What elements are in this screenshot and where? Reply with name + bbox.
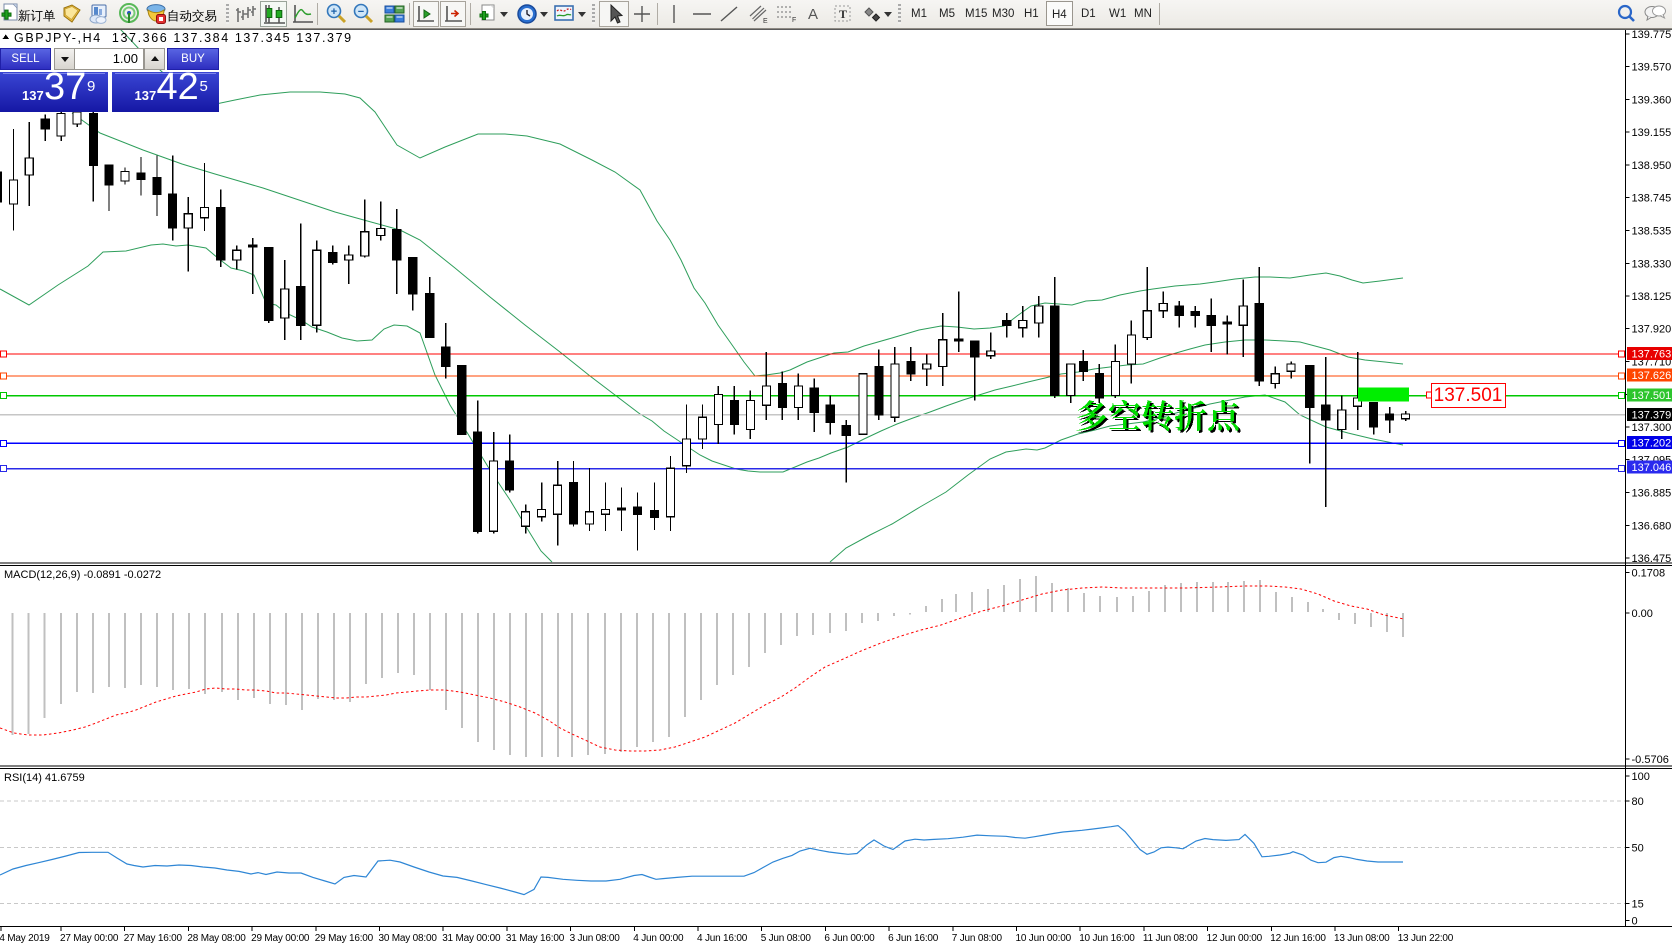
svg-text:139.775: 139.775 — [1632, 29, 1672, 41]
svg-text:11 Jun 08:00: 11 Jun 08:00 — [1143, 933, 1198, 944]
svg-text:4 Jun 16:00: 4 Jun 16:00 — [697, 933, 748, 944]
svg-text:137.501: 137.501 — [1632, 390, 1672, 402]
svg-text:7 Jun 08:00: 7 Jun 08:00 — [952, 933, 1003, 944]
svg-text:139.360: 139.360 — [1632, 95, 1672, 107]
svg-text:E: E — [763, 18, 768, 25]
svg-text:F: F — [792, 17, 796, 24]
svg-text:138.330: 138.330 — [1632, 258, 1672, 270]
svg-text:12 Jun 00:00: 12 Jun 00:00 — [1207, 933, 1263, 944]
svg-text:137.300: 137.300 — [1632, 422, 1672, 434]
svg-text:T: T — [839, 7, 847, 21]
svg-text:29 May 16:00: 29 May 16:00 — [315, 933, 374, 944]
svg-text:100: 100 — [1632, 771, 1650, 783]
svg-text:10 Jun 00:00: 10 Jun 00:00 — [1016, 933, 1072, 944]
svg-text:12 Jun 16:00: 12 Jun 16:00 — [1270, 933, 1326, 944]
svg-text:15: 15 — [1632, 899, 1644, 911]
svg-text:5 Jun 08:00: 5 Jun 08:00 — [761, 933, 812, 944]
svg-text:GBPJPY-,H4 137.366 137.384 13: GBPJPY-,H4 137.366 137.384 137.345 137.3… — [14, 31, 353, 45]
svg-text:0.00: 0.00 — [1632, 608, 1653, 620]
svg-text:6 Jun 16:00: 6 Jun 16:00 — [888, 933, 939, 944]
svg-text:27 May 00:00: 27 May 00:00 — [60, 933, 119, 944]
svg-text:13 Jun 08:00: 13 Jun 08:00 — [1334, 933, 1390, 944]
svg-text:24 May 2019: 24 May 2019 — [0, 933, 50, 944]
svg-text:RSI(14) 41.6759: RSI(14) 41.6759 — [4, 772, 85, 784]
svg-text:6 Jun 00:00: 6 Jun 00:00 — [824, 933, 875, 944]
svg-text:137.501: 137.501 — [1434, 385, 1503, 406]
svg-text:30 May 08:00: 30 May 08:00 — [379, 933, 438, 944]
svg-text:139.570: 139.570 — [1632, 61, 1672, 73]
svg-text:0.1708: 0.1708 — [1632, 568, 1666, 580]
svg-text:138.125: 138.125 — [1632, 291, 1672, 303]
svg-text:137.626: 137.626 — [1632, 370, 1672, 382]
svg-text:28 May 08:00: 28 May 08:00 — [187, 933, 246, 944]
svg-text:10 Jun 16:00: 10 Jun 16:00 — [1079, 933, 1135, 944]
svg-text:137.763: 137.763 — [1632, 348, 1672, 360]
svg-text:0: 0 — [1632, 916, 1638, 928]
svg-text:136.885: 136.885 — [1632, 488, 1672, 500]
svg-text:3 Jun 08:00: 3 Jun 08:00 — [570, 933, 621, 944]
svg-text:31 May 16:00: 31 May 16:00 — [506, 933, 565, 944]
svg-text:50: 50 — [1632, 843, 1644, 855]
svg-text:80: 80 — [1632, 796, 1644, 808]
svg-text:+: + — [331, 6, 337, 18]
svg-text:−: − — [358, 6, 364, 18]
svg-text:139.155: 139.155 — [1632, 127, 1672, 139]
svg-text:29 May 00:00: 29 May 00:00 — [251, 933, 310, 944]
svg-text:137.202: 137.202 — [1632, 437, 1672, 449]
svg-text:138.950: 138.950 — [1632, 160, 1672, 172]
svg-text:136.680: 136.680 — [1632, 520, 1672, 532]
svg-text:137.920: 137.920 — [1632, 323, 1672, 335]
svg-text:13 Jun 22:00: 13 Jun 22:00 — [1398, 933, 1454, 944]
svg-text:137.046: 137.046 — [1632, 462, 1672, 474]
svg-text:31 May 00:00: 31 May 00:00 — [442, 933, 501, 944]
svg-text:MACD(12,26,9) -0.0891 -0.0272: MACD(12,26,9) -0.0891 -0.0272 — [4, 569, 161, 581]
svg-text:136.475: 136.475 — [1632, 553, 1672, 565]
svg-text:138.535: 138.535 — [1632, 226, 1672, 238]
svg-text:27 May 16:00: 27 May 16:00 — [124, 933, 183, 944]
svg-text:138.745: 138.745 — [1632, 192, 1672, 204]
svg-text:-0.5706: -0.5706 — [1632, 754, 1669, 766]
svg-text:137.379: 137.379 — [1632, 409, 1672, 421]
svg-text:4 Jun 00:00: 4 Jun 00:00 — [633, 933, 684, 944]
